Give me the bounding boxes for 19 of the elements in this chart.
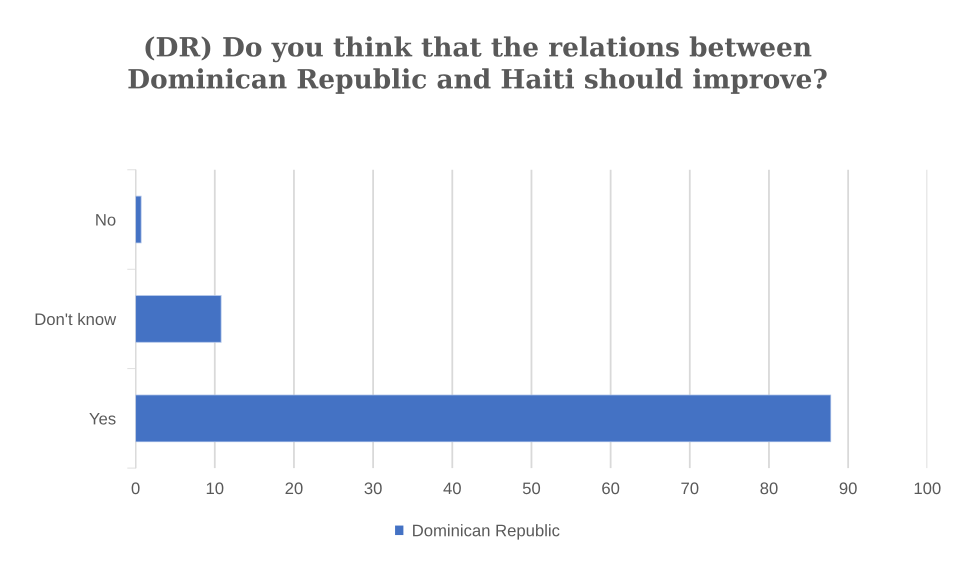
x-tick-label: 90	[840, 482, 857, 494]
y-tick-label: Yes	[89, 412, 116, 425]
x-tick-label: 10	[206, 482, 224, 494]
x-tick-label: 70	[681, 482, 698, 494]
bar	[136, 394, 832, 442]
x-tick-label: 80	[760, 482, 778, 494]
x-tick-label: 50	[522, 482, 540, 494]
y-tick-label: No	[96, 214, 116, 226]
x-tick-label: 100	[914, 482, 941, 494]
x-tick-label: 30	[364, 482, 382, 494]
bar	[136, 295, 222, 343]
y-tick-label: Don't know	[36, 312, 116, 326]
x-tick-label: 0	[132, 482, 140, 494]
bar	[136, 196, 142, 244]
x-tick-label: 60	[602, 482, 620, 494]
x-tick-label: 40	[443, 482, 461, 494]
x-tick-label: 20	[286, 482, 303, 494]
legend-label: Dominican Republic	[413, 524, 560, 540]
chart-title: (DR) Do you think that the relations between Dominican Republic and Haiti should improve?	[128, 36, 827, 94]
